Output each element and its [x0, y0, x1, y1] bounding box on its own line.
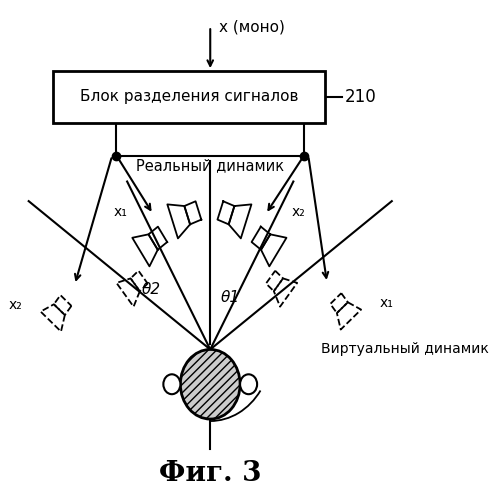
Text: x₁: x₁	[114, 205, 128, 219]
Text: x₂: x₂	[291, 205, 305, 219]
Bar	[52, 71, 326, 122]
Text: Фиг. 3: Фиг. 3	[159, 460, 262, 487]
Text: x₂: x₂	[8, 298, 22, 312]
Text: Виртуальный динамик: Виртуальный динамик	[321, 342, 489, 356]
Circle shape	[164, 374, 180, 394]
Text: x (моно): x (моно)	[219, 20, 284, 34]
Text: θ2: θ2	[142, 282, 161, 298]
Text: Блок разделения сигналов: Блок разделения сигналов	[80, 90, 298, 104]
Text: θ1: θ1	[220, 290, 240, 305]
Text: Реальный динамик: Реальный динамик	[136, 158, 284, 174]
Circle shape	[240, 374, 257, 394]
Text: x₁: x₁	[380, 296, 394, 310]
Circle shape	[180, 350, 240, 419]
Text: 210: 210	[345, 88, 376, 106]
